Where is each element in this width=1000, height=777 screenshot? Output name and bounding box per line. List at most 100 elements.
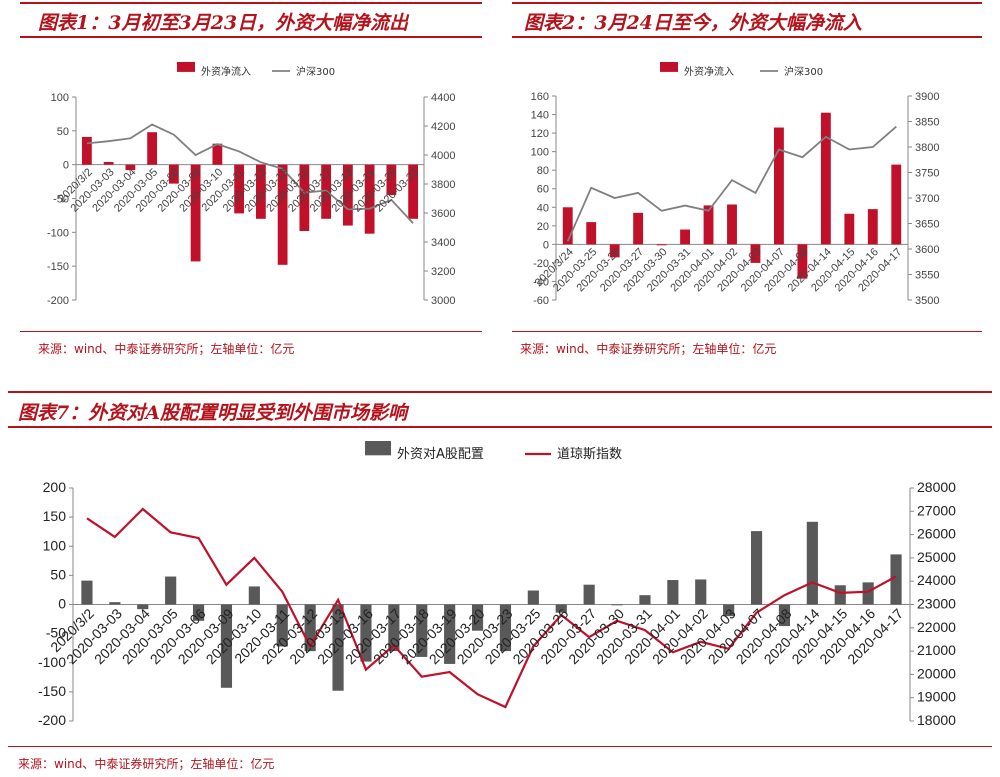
chart1-legend-bar-swatch: [177, 62, 195, 72]
chart1-bar: [255, 164, 266, 219]
chart3-bar: [248, 586, 260, 605]
chart2-left-tick-label: 100: [531, 147, 549, 159]
chart3-right-tick-label: 18000: [917, 712, 956, 728]
chart3-bar: [444, 604, 456, 664]
chart1-left-tick-label: 100: [51, 92, 69, 104]
chart3-bar: [332, 604, 344, 691]
chart2-source: 来源：wind、中泰证券研究所；左轴单位：亿元: [520, 342, 777, 356]
chart2-right-tick-label: 3900: [915, 91, 939, 103]
chart2-plot: -60 -40 -20 0 20 40 60 80 100 120 140 160 3500 3550 36…: [531, 62, 939, 307]
chart3-bar: [778, 604, 791, 627]
chart3-right-tick-label: 27000: [917, 502, 956, 518]
chart1-bar: [190, 164, 201, 262]
chart3-bar: [499, 604, 512, 652]
chart2-left-tick-label: 120: [531, 128, 549, 140]
chart1-source-rule: [20, 331, 482, 332]
chart2-bar: [633, 212, 644, 245]
chart3-title: 图表7：外资对A股配置明显受到外围市场影响: [18, 402, 407, 424]
chart2-bar: [750, 244, 761, 263]
chart1-right-tick-label: 3200: [431, 266, 455, 278]
chart3-line-series: [86, 507, 897, 709]
chart1-left-tick-label: -200: [47, 295, 69, 307]
chart2-right-tick-label: 3750: [915, 168, 939, 180]
chart3-right-tick-label: 22000: [917, 619, 956, 635]
chart2-bar: [586, 222, 597, 245]
chart3-bar: [276, 604, 288, 647]
chart3-bar: [695, 579, 707, 605]
chart1-bar: [212, 143, 223, 165]
chart2-bar: [891, 164, 902, 245]
chart2-title-rule: [512, 36, 982, 38]
chart1-top-rule: [20, 2, 482, 4]
chart2-left-tick-label: -20: [533, 258, 549, 270]
chart3-left-tick-label: 150: [43, 508, 67, 524]
chart2-left-tick-label: 60: [537, 184, 549, 196]
chart2-left-tick-label: -60: [533, 295, 549, 307]
chart3-bar: [220, 604, 233, 688]
chart3-bar: [555, 604, 567, 613]
chart1-bar: [386, 164, 397, 196]
chart1-bar: [364, 164, 375, 234]
chart1-right-tick-label: 3000: [431, 295, 455, 307]
chart3-bar: [527, 590, 539, 605]
chart2-bar: [797, 244, 808, 279]
chart2-bar: [680, 229, 690, 245]
chart1-left-tick-label: 0: [63, 160, 69, 172]
chart3-right-tick-label: 24000: [917, 572, 956, 588]
chart2-left-tick-label: 0: [543, 239, 549, 251]
chart1-right-tick-label: 4000: [431, 150, 455, 162]
chart3-left-tick-label: 50: [50, 566, 66, 582]
chart1-bar: [321, 164, 332, 219]
chart1-source: 来源：wind、中泰证券研究所；左轴单位：亿元: [38, 342, 295, 356]
chart3-left-tick-label: -50: [46, 625, 66, 641]
chart2-left-tick-label: 80: [537, 165, 549, 177]
chart3-left-tick-label: 100: [43, 537, 67, 553]
chart3-right-tick-label: 28000: [917, 479, 956, 495]
chart2-title: 图表2：3月24日至今，外资大幅净流入: [524, 12, 862, 34]
chart3-right-tick-label: 19000: [917, 689, 956, 705]
chart2-left-tick-label: 140: [531, 110, 549, 122]
chart1-bar: [103, 161, 114, 165]
chart3-bar: [834, 585, 846, 605]
chart2-right-tick-label: 3550: [915, 270, 939, 282]
chart3-bar: [890, 554, 902, 605]
chart3-right-tick-label: 23000: [917, 596, 956, 612]
chart3-bar: [109, 602, 121, 605]
chart2-right-tick-label: 3500: [915, 295, 939, 307]
chart1-right-tick-label: 4400: [431, 92, 455, 104]
chart3-legend-line-label: 道琼斯指数: [557, 447, 622, 462]
chart1-left-tick-label: -150: [47, 261, 69, 273]
chart1-right-tick-label: 3400: [431, 237, 455, 249]
chart2-right-tick-label: 3850: [915, 117, 939, 129]
chart3-bar: [416, 604, 428, 657]
chart3-source-rule: [8, 746, 992, 747]
chart2-right-tick-label: 3800: [915, 142, 939, 154]
chart2-right-tick-label: 3600: [915, 244, 939, 256]
chart3-bar: [165, 576, 177, 605]
chart2-bar: [844, 213, 855, 245]
chart3-bar: [583, 584, 595, 605]
chart2-right-tick-label: 3700: [915, 193, 939, 205]
chart3-left-tick-label: -200: [38, 712, 66, 728]
chart1-right-tick-label: 3800: [431, 179, 455, 191]
chart3-right-tick-label: 26000: [917, 526, 956, 542]
chart1-legend-bar-label: 外资净流入: [201, 65, 251, 78]
chart2-left-tick-label: -40: [533, 276, 549, 288]
chart1-left-tick-label: -50: [53, 194, 69, 206]
chart3-source: 来源：wind、中泰证券研究所；左轴单位：亿元: [18, 757, 275, 771]
chart3-bar: [81, 580, 93, 605]
chart3-left-tick-label: -150: [38, 683, 66, 699]
chart1-left-tick-label: 50: [57, 126, 69, 138]
chart2-bar: [727, 204, 737, 245]
chart1-bar: [299, 164, 310, 231]
chart2-bar: [609, 244, 620, 258]
chart2-source-rule: [512, 331, 982, 332]
chart1-bar: [168, 164, 179, 184]
chart3-bar: [723, 604, 735, 617]
chart3-bar: [667, 580, 679, 605]
chart2-legend-line-label: 沪深300: [784, 65, 823, 78]
chart3-left-tick-label: -100: [38, 654, 66, 670]
chart1-bar: [81, 136, 92, 165]
chart3-bar: [137, 604, 149, 610]
